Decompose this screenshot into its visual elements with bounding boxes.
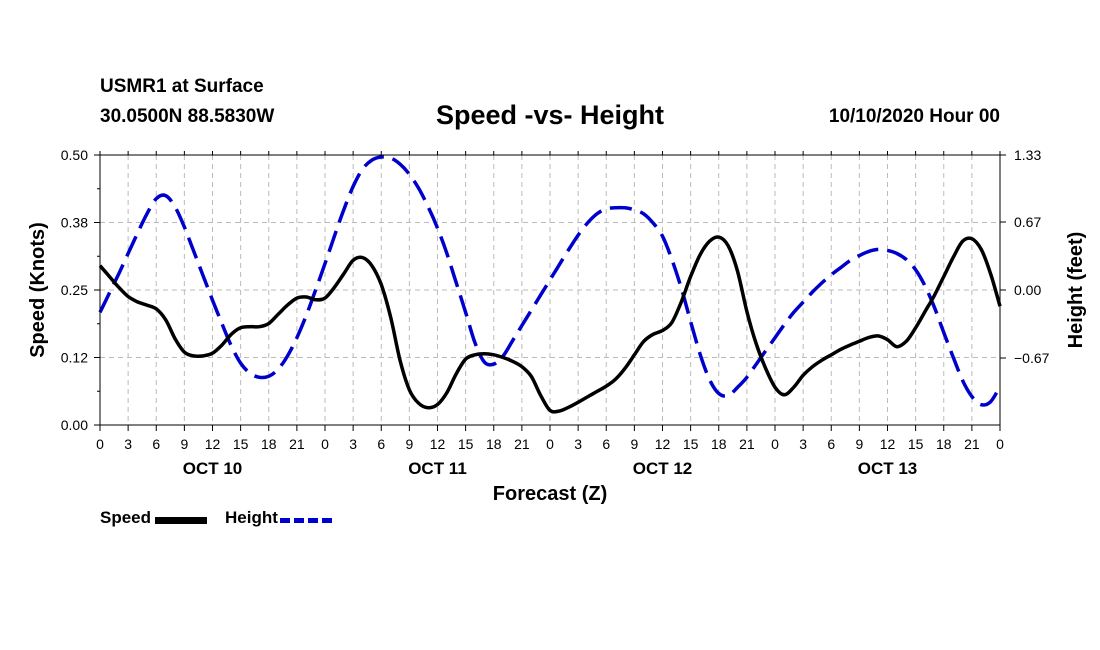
x-tick-label: 6 (827, 436, 835, 452)
day-label: OCT 11 (408, 459, 467, 478)
day-label: OCT 13 (858, 459, 918, 478)
right-tick-label: 0.67 (1014, 214, 1041, 230)
series-layer (98, 155, 1002, 414)
legend-speed-swatch (155, 516, 208, 524)
x-tick-label: 9 (180, 436, 188, 452)
grid (100, 155, 1000, 425)
x-tick-label: 21 (739, 436, 755, 452)
x-tick-label: 0 (321, 436, 329, 452)
x-axis-title: Forecast (Z) (493, 483, 607, 505)
x-tick-label: 18 (936, 436, 952, 452)
x-tick-label: 3 (349, 436, 357, 452)
x-tick-label: 9 (405, 436, 413, 452)
x-tick-label: 6 (602, 436, 610, 452)
x-tick-label: 12 (880, 436, 896, 452)
day-label: OCT 12 (633, 459, 693, 478)
legend-item-speed: Speed (100, 508, 208, 528)
left-tick-label: 0.00 (61, 417, 88, 433)
x-tick-label: 15 (458, 436, 474, 452)
x-tick-label: 18 (711, 436, 727, 452)
legend: Speed Height (100, 508, 350, 528)
x-tick-label: 21 (514, 436, 530, 452)
x-tick-label: 18 (486, 436, 502, 452)
x-tick-label: 3 (799, 436, 807, 452)
right-y-axis-title: Height (feet) (1065, 232, 1087, 349)
x-tick-label: 15 (908, 436, 924, 452)
day-label: OCT 10 (183, 459, 243, 478)
x-tick-label: 0 (96, 436, 104, 452)
legend-height-swatch (279, 517, 332, 523)
x-tick-label: 6 (377, 436, 385, 452)
coordinates-label: 30.0500N 88.5830W (100, 106, 275, 127)
legend-height-label: Height (225, 508, 278, 527)
station-label: USMR1 at Surface (100, 76, 264, 97)
x-tick-label: 3 (574, 436, 582, 452)
x-tick-label: 21 (964, 436, 980, 452)
x-tick-label: 6 (152, 436, 160, 452)
x-tick-label: 15 (683, 436, 699, 452)
legend-item-height: Height (225, 508, 332, 528)
left-tick-label: 0.12 (61, 350, 88, 366)
x-tick-label: 15 (233, 436, 249, 452)
x-tick-label: 9 (855, 436, 863, 452)
forecast-datetime: 10/10/2020 Hour 00 (828, 106, 1000, 127)
x-tick-label: 0 (771, 436, 779, 452)
legend-speed-label: Speed (100, 508, 152, 527)
x-tick-label: 9 (630, 436, 638, 452)
x-tick-label: 3 (124, 436, 132, 452)
left-tick-label: 0.50 (61, 147, 88, 163)
left-tick-label: 0.25 (61, 282, 88, 298)
right-tick-label: 1.33 (1014, 147, 1041, 163)
x-tick-label: 0 (546, 436, 554, 452)
speed-series-line (98, 235, 1002, 414)
axes: 0 3 6 9 12 15 18 21 0 3 6 9 12 15 18 21 0 3 6 9 12 15 18 21 0 3 6 9… (61, 147, 1050, 478)
x-tick-label: 12 (655, 436, 671, 452)
x-tick-label: 18 (261, 436, 277, 452)
right-tick-label: −0.67 (1014, 350, 1050, 366)
left-y-axis-title: Speed (Knots) (27, 222, 49, 358)
left-tick-label: 0.38 (61, 215, 88, 231)
right-tick-label: 0.00 (1014, 282, 1041, 298)
chart-title: Speed -vs- Height (435, 100, 665, 130)
x-tick-label: 21 (289, 436, 305, 452)
x-tick-label: 12 (430, 436, 446, 452)
x-tick-label: 12 (205, 436, 221, 452)
x-tick-label: 0 (996, 436, 1004, 452)
